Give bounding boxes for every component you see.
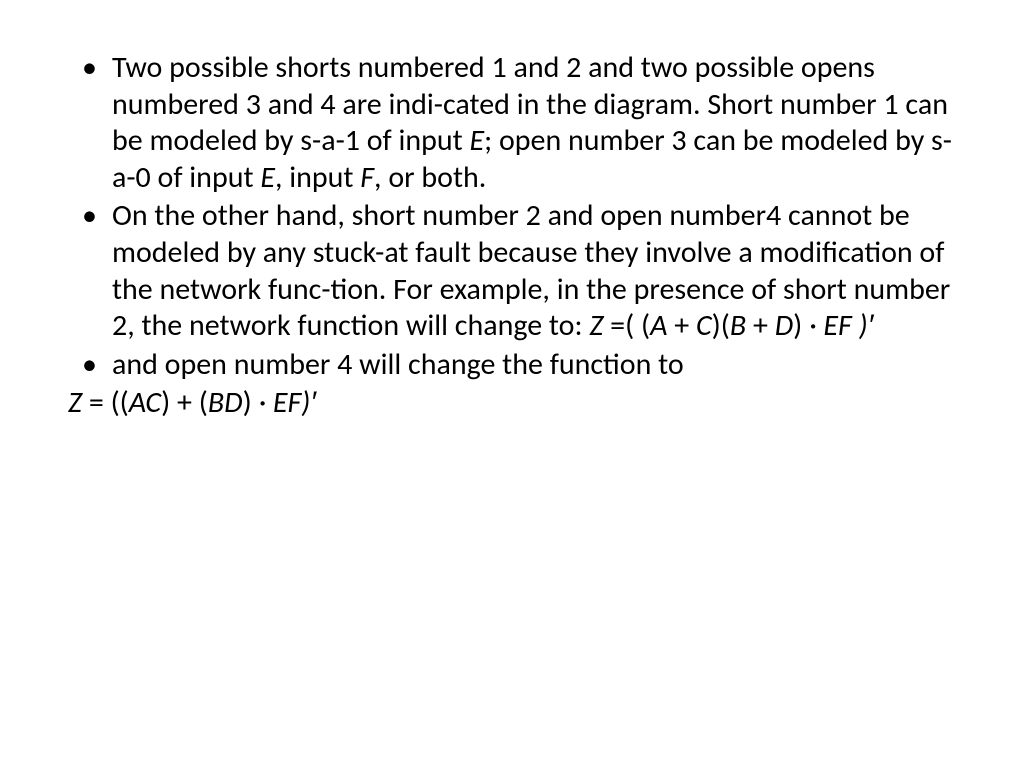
text-run: , input bbox=[275, 159, 360, 196]
text-run: ) + ( bbox=[161, 384, 208, 421]
text-run: Z bbox=[68, 384, 89, 421]
text-run: · EF )′ bbox=[809, 307, 873, 344]
text-run: , or both. bbox=[374, 159, 486, 196]
text-run: D bbox=[775, 307, 793, 344]
bullet-item: Two possible shorts numbered 1 and 2 and… bbox=[68, 50, 956, 196]
text-run: F bbox=[360, 159, 374, 196]
text-run: BD bbox=[208, 384, 243, 421]
text-run: + bbox=[753, 307, 775, 344]
text-run: E bbox=[470, 122, 485, 159]
bullet-list: Two possible shorts numbered 1 and 2 and… bbox=[68, 50, 956, 383]
text-run: A bbox=[650, 307, 674, 344]
text-run: and open number 4 will change the functi… bbox=[112, 346, 684, 383]
text-run: + bbox=[674, 307, 696, 344]
text-run: AC bbox=[129, 384, 161, 421]
text-run: C bbox=[696, 307, 712, 344]
text-run: ) bbox=[793, 307, 809, 344]
trailing-line: Z = ((AC) + (BD) · EF)′ bbox=[68, 385, 956, 422]
text-run: =( ( bbox=[610, 307, 650, 344]
slide: Two possible shorts numbered 1 and 2 and… bbox=[0, 0, 1024, 768]
text-run: B bbox=[730, 307, 753, 344]
text-run: ) bbox=[243, 384, 259, 421]
text-run: )( bbox=[712, 307, 730, 344]
text-run: Z bbox=[589, 307, 610, 344]
bullet-item: and open number 4 will change the functi… bbox=[68, 347, 956, 384]
text-run: · EF)′ bbox=[258, 384, 316, 421]
text-run: = (( bbox=[89, 384, 129, 421]
text-run: E bbox=[260, 159, 275, 196]
bullet-item: On the other hand, short number 2 and op… bbox=[68, 198, 956, 344]
